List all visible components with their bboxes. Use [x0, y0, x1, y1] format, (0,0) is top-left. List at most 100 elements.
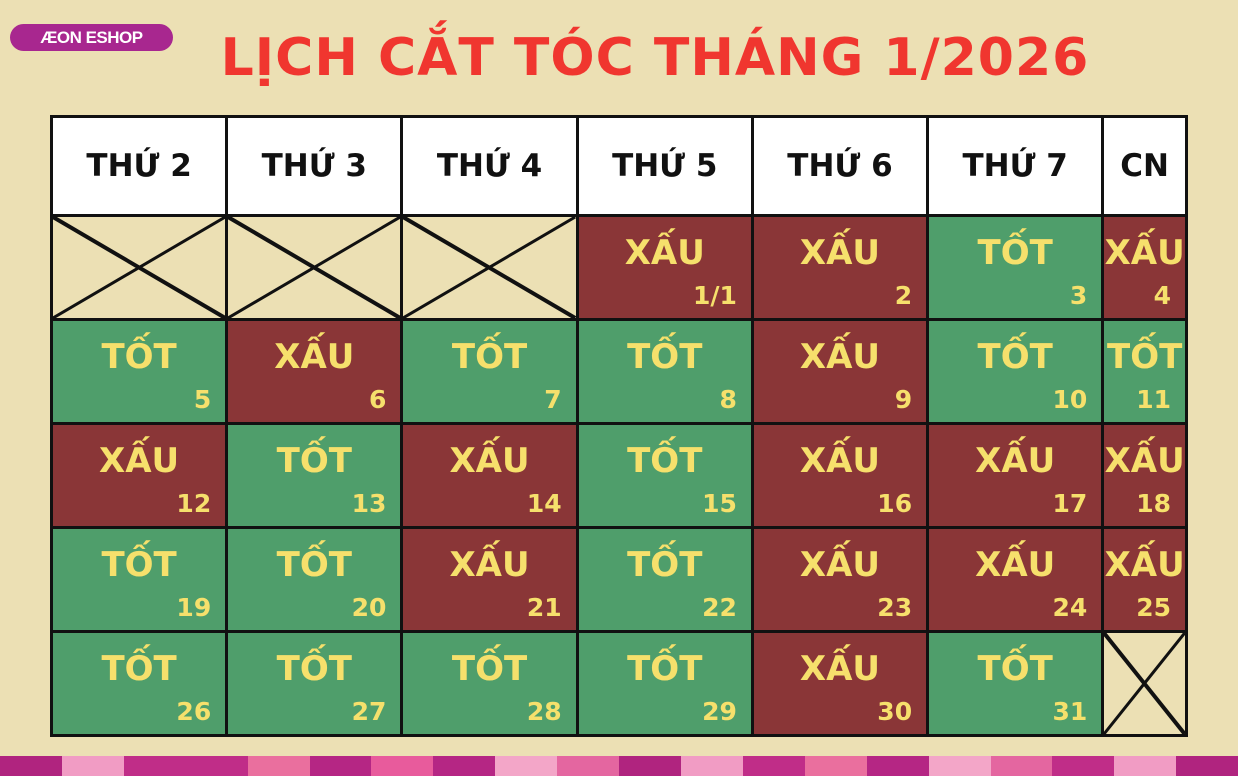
day-cell: XẤU 16 — [750, 422, 930, 529]
day-cell: XẤU 12 — [49, 422, 229, 529]
week-row: TỐT 26 TỐT 27 TỐT 28 TỐT 29 XẤU 30 TỐT 31 — [49, 630, 1188, 737]
day-number: 4 — [1153, 281, 1171, 310]
day-number: 5 — [193, 385, 212, 414]
strip-block — [804, 756, 867, 776]
strip-block — [680, 756, 743, 776]
day-rating: TỐT — [627, 441, 703, 481]
day-rating: TỐT — [101, 649, 177, 689]
day-cell: XẤU 4 — [1101, 214, 1188, 321]
day-number: 29 — [702, 697, 737, 726]
week-row: XẤU 12 TỐT 13 XẤU 14 TỐT 15 XẤU 16 XẤU 17 XẤU 18 — [49, 422, 1188, 529]
day-number: 9 — [894, 385, 913, 414]
day-rating: TỐT — [101, 337, 177, 377]
weekday-header-row: THỨ 2 THỨ 3 THỨ 4 THỨ 5 THỨ 6 THỨ 7 CN — [49, 115, 1188, 217]
cross-icon — [53, 217, 225, 318]
day-rating: XẤU — [449, 545, 530, 585]
aeon-eshop-logo: ÆON ESHOP — [10, 24, 173, 51]
cross-icon — [228, 217, 400, 318]
day-rating: XẤU — [975, 545, 1056, 585]
week-row: XẤU 1/1 XẤU 2 TỐT 3 XẤU 4 — [49, 214, 1188, 321]
day-number: 30 — [877, 697, 913, 726]
week-row: TỐT 19 TỐT 20 XẤU 21 TỐT 22 XẤU 23 XẤU 24 XẤU 25 — [49, 526, 1188, 633]
day-cell: TỐT 27 — [225, 630, 404, 737]
day-number: 26 — [176, 697, 212, 726]
day-number: 1/1 — [692, 281, 737, 310]
day-rating: TỐT — [977, 649, 1053, 689]
strip-block — [557, 756, 620, 776]
empty-cell — [225, 214, 404, 321]
day-rating: XẤU — [799, 649, 881, 689]
empty-cell — [1101, 630, 1188, 737]
strip-block — [866, 756, 929, 776]
day-number: 7 — [544, 385, 562, 414]
day-number: 16 — [877, 489, 913, 518]
day-number: 3 — [1069, 281, 1088, 310]
day-cell: TỐT 28 — [400, 630, 579, 737]
day-number: 21 — [526, 593, 562, 622]
weekday-header: THỨ 3 — [225, 115, 404, 217]
day-number: 14 — [526, 489, 562, 518]
day-number: 11 — [1136, 385, 1171, 414]
day-number: 13 — [351, 489, 387, 518]
day-cell: TỐT 26 — [49, 630, 229, 737]
empty-cell — [49, 214, 229, 321]
empty-cell — [400, 214, 579, 321]
day-rating: XẤU — [799, 337, 881, 377]
day-cell: TỐT 3 — [926, 214, 1105, 321]
weekday-header: THỨ 4 — [400, 115, 579, 217]
day-cell: XẤU 18 — [1101, 422, 1188, 529]
day-number: 8 — [719, 385, 737, 414]
strip-block — [742, 756, 805, 776]
page-title: LỊCH CẮT TÓC THÁNG 1/2026 — [220, 28, 1090, 88]
day-rating: TỐT — [101, 545, 177, 585]
day-cell: TỐT 22 — [575, 526, 754, 633]
day-number: 17 — [1052, 489, 1088, 518]
day-cell: XẤU 14 — [400, 422, 579, 529]
strip-block — [309, 756, 372, 776]
cross-icon — [403, 217, 575, 318]
day-rating: XẤU — [624, 233, 705, 273]
strip-block — [61, 756, 124, 776]
day-cell: XẤU 9 — [750, 318, 930, 425]
strip-block — [1176, 756, 1238, 776]
strip-block — [495, 756, 558, 776]
day-number: 25 — [1136, 593, 1171, 622]
day-cell: TỐT 13 — [225, 422, 404, 529]
day-cell: TỐT 5 — [49, 318, 229, 425]
day-number: 22 — [702, 593, 737, 622]
day-rating: TỐT — [276, 649, 352, 689]
day-cell: TỐT 20 — [225, 526, 404, 633]
strip-block — [0, 756, 62, 776]
day-cell: XẤU 25 — [1101, 526, 1188, 633]
day-rating: TỐT — [627, 337, 703, 377]
day-rating: XẤU — [799, 545, 881, 585]
weekday-header: THỨ 5 — [575, 115, 754, 217]
day-cell: TỐT 10 — [926, 318, 1105, 425]
day-cell: TỐT 19 — [49, 526, 229, 633]
day-rating: TỐT — [1107, 337, 1183, 377]
day-rating: TỐT — [627, 545, 703, 585]
day-rating: TỐT — [451, 337, 528, 377]
day-rating: XẤU — [274, 337, 355, 377]
day-number: 27 — [351, 697, 387, 726]
day-rating: TỐT — [276, 545, 352, 585]
strip-block — [619, 756, 681, 776]
weekday-header: THỨ 7 — [926, 115, 1105, 217]
day-rating: TỐT — [276, 441, 352, 481]
day-cell: XẤU 24 — [926, 526, 1105, 633]
day-number: 24 — [1052, 593, 1088, 622]
day-number: 31 — [1052, 697, 1088, 726]
strip-block — [990, 756, 1053, 776]
week-row: TỐT 5 XẤU 6 TỐT 7 TỐT 8 XẤU 9 TỐT 10 TỐT 11 — [49, 318, 1188, 425]
strip-block — [1052, 756, 1115, 776]
strip-block — [185, 756, 248, 776]
day-rating: XẤU — [975, 441, 1056, 481]
day-rating: TỐT — [977, 337, 1053, 377]
day-cell: TỐT 29 — [575, 630, 754, 737]
day-number: 12 — [176, 489, 212, 518]
day-rating: XẤU — [799, 441, 881, 481]
calendar-table: THỨ 2 THỨ 3 THỨ 4 THỨ 5 THỨ 6 THỨ 7 CN XẤU 1/1 X… — [49, 115, 1188, 737]
weekday-header: THỨ 2 — [49, 115, 229, 217]
day-number: 19 — [176, 593, 212, 622]
day-cell: TỐT 31 — [926, 630, 1105, 737]
